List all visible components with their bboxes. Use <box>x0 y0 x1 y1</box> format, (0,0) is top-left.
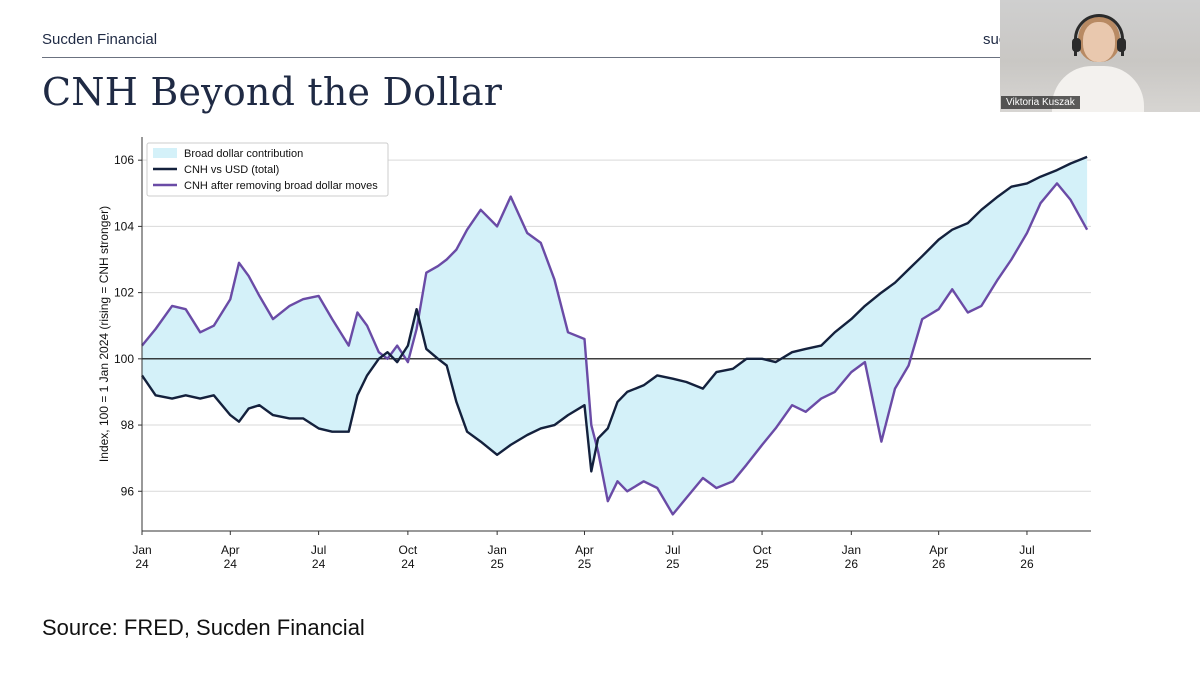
legend-label-total: CNH vs USD (total) <box>184 164 279 176</box>
x-tick-label-year-Oct25: 25 <box>755 557 769 571</box>
headset-ear-right-icon <box>1117 38 1126 52</box>
headset-ear-left-icon <box>1072 38 1081 52</box>
x-tick-label-month-Oct24: Oct <box>399 543 418 557</box>
header-divider <box>42 57 1162 58</box>
series-line-cnh-adjusted <box>141 182 1089 516</box>
y-tick-label-106: 106 <box>114 153 134 167</box>
slide-title: CNH Beyond the Dollar <box>42 70 503 114</box>
x-tick-label-year-Jul25: 25 <box>666 557 680 571</box>
x-tick-label-year-Apr26: 26 <box>932 557 946 571</box>
x-tick-label-month-Jul26: Jul <box>1019 543 1034 557</box>
x-tick-label-month-Jan25: Jan <box>487 543 506 557</box>
series-line-cnh-total <box>141 155 1088 473</box>
brand-name: Sucden Financial <box>42 31 158 48</box>
x-tick-label-month-Apr26: Apr <box>929 543 948 557</box>
x-tick-label-year-Jan26: 26 <box>845 557 859 571</box>
x-tick-label-month-Jul24: Jul <box>311 543 326 557</box>
y-tick-label-98: 98 <box>121 418 135 432</box>
x-tick-label-month-Jan26: Jan <box>842 543 861 557</box>
legend-box <box>146 142 389 197</box>
x-tick-label-month-Apr24: Apr <box>221 543 240 557</box>
x-tick-label-year-Jul24: 24 <box>312 557 326 571</box>
legend-label-adjusted: CNH after removing broad dollar moves <box>184 180 378 192</box>
x-tick-label-month-Jan24: Jan <box>132 543 151 557</box>
source-note: Source: FRED, Sucden Financial <box>42 615 365 640</box>
x-tick-label-year-Oct24: 24 <box>401 557 415 571</box>
legend-label-fill: Broad dollar contribution <box>184 148 303 160</box>
headset-icon <box>1074 14 1124 56</box>
x-tick-label-year-Apr24: 24 <box>224 557 238 571</box>
x-tick-label-month-Jul25: Jul <box>665 543 680 557</box>
participant-name-tag: Viktoria Kuszak <box>1001 96 1080 109</box>
x-tick-label-month-Apr25: Apr <box>575 543 594 557</box>
x-tick-label-year-Jan24: 24 <box>135 557 149 571</box>
x-tick-label-month-Oct25: Oct <box>753 543 772 557</box>
legend-swatch-fill <box>153 148 177 158</box>
x-tick-label-year-Apr25: 25 <box>578 557 592 571</box>
x-tick-label-year-Jan25: 25 <box>490 557 504 571</box>
y-tick-label-96: 96 <box>121 484 135 498</box>
y-tick-label-102: 102 <box>114 286 134 300</box>
y-axis-label: Index, 100 = 1 Jan 2024 (rising = CNH st… <box>97 206 111 462</box>
broad-dollar-contribution-area <box>142 156 1088 515</box>
x-tick-label-year-Jul26: 26 <box>1020 557 1034 571</box>
y-tick-label-100: 100 <box>114 352 134 366</box>
y-tick-label-104: 104 <box>114 219 134 233</box>
